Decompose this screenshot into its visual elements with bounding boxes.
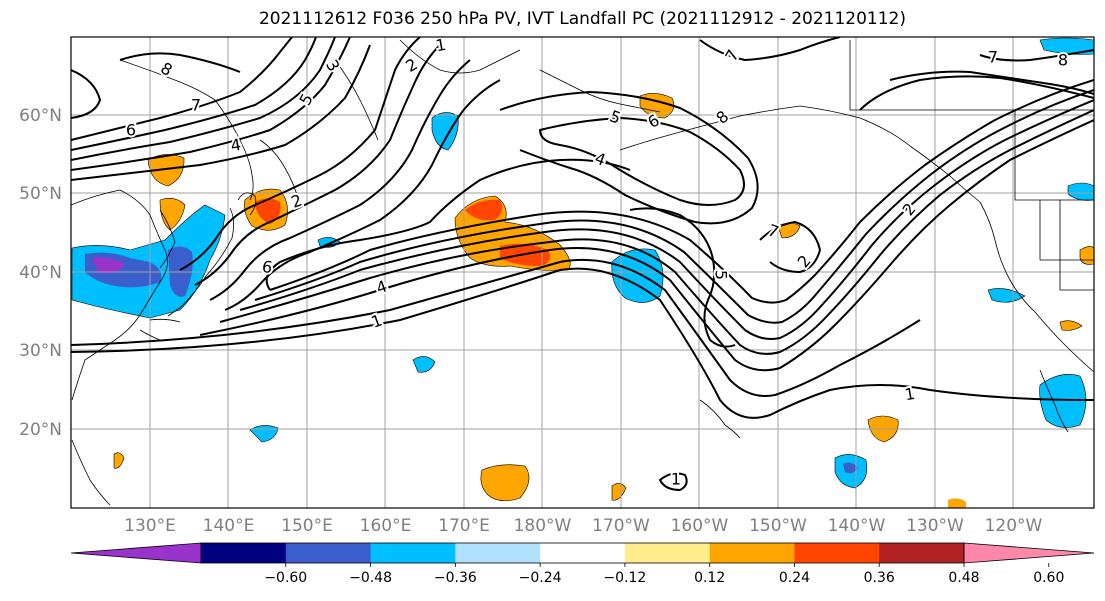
- lon-label: 140°E: [203, 516, 255, 536]
- lon-label: 150°W: [749, 516, 807, 536]
- contour-label: 7: [765, 220, 781, 241]
- anomaly-pos-china2: [159, 198, 186, 231]
- lon-label: 160°W: [671, 516, 729, 536]
- lon-label: 180°W: [514, 516, 572, 536]
- lon-label: 150°E: [281, 516, 333, 536]
- map-frame: [70, 36, 1095, 509]
- anomaly-neg-hawaii-core: [843, 462, 858, 474]
- colorbar-tick-label: 0.36: [864, 570, 895, 586]
- anomaly-pos-small4: [611, 483, 627, 501]
- contour-label: 2: [289, 190, 305, 211]
- colorbar-tick-label: 0.12: [694, 570, 725, 586]
- colorbar-segment: [624, 543, 711, 563]
- gridlines: [71, 37, 1094, 508]
- lon-label: 130°E: [124, 516, 176, 536]
- lon-label: 170°E: [438, 516, 490, 536]
- anomaly-neg-core3: [92, 257, 125, 273]
- anomaly-pos-china: [147, 154, 185, 187]
- colorbar-tick-label: −0.24: [519, 570, 562, 586]
- anomaly-neg-aleutian: [431, 112, 459, 151]
- contour-label: 8: [157, 58, 175, 80]
- colorbar-segment: [709, 543, 795, 563]
- latitude-labels: 60°N 50°N 40°N 30°N 20°N: [19, 106, 62, 440]
- colorbar-tick-label: 0.24: [779, 570, 810, 586]
- colorbar-segment: [879, 543, 965, 563]
- contour-label: 2: [402, 54, 420, 76]
- contour-label: 8: [1058, 51, 1068, 70]
- lon-label: 130°W: [906, 516, 964, 536]
- contour-label: 6: [126, 121, 136, 140]
- lat-label: 50°N: [19, 184, 62, 204]
- colorbar-tick-label: 0.48: [948, 570, 979, 586]
- pv-contours: [71, 37, 1094, 492]
- colorbar-tick-label: −0.60: [264, 570, 307, 586]
- anomaly-pos-small2: [1059, 320, 1083, 331]
- colorbar-extend-high: [963, 542, 1095, 564]
- lat-label: 40°N: [19, 263, 62, 283]
- colorbar-segment: [455, 543, 541, 563]
- map-title: 2021112612 F036 250 hPa PV, IVT Landfall…: [258, 9, 906, 29]
- anomaly-pos-small6: [948, 498, 966, 508]
- anomaly-neg-small3: [987, 288, 1026, 303]
- lon-label: 120°W: [985, 516, 1043, 536]
- anomaly-pos-small3: [1079, 246, 1094, 265]
- lon-label: 170°W: [592, 516, 650, 536]
- colorbar-extend-low: [70, 542, 202, 564]
- anomaly-neg-small4: [1067, 182, 1094, 201]
- anomaly-pos-small5: [113, 452, 125, 469]
- anomaly-neg-baja: [1039, 374, 1087, 428]
- anomaly-pos-dateline-core: [465, 199, 503, 221]
- colorbar-segment: [370, 543, 456, 563]
- lon-label: 140°W: [828, 516, 886, 536]
- colorbar-tick-label: −0.36: [434, 570, 477, 586]
- contour-label: 7: [191, 96, 201, 115]
- anomaly-neg-small1: [249, 425, 279, 443]
- colorbar-frame: [200, 542, 965, 564]
- coastlines: [71, 39, 1094, 506]
- lat-label: 60°N: [19, 106, 62, 126]
- lon-label: 160°E: [360, 516, 412, 536]
- colorbar: −0.60 −0.48 −0.36 −0.24 −0.12 0.12 0.24 0.36 0.4…: [70, 542, 1095, 586]
- shaded-anomalies: [71, 37, 1094, 508]
- colorbar-segment: [540, 543, 626, 563]
- contour-label: 8: [712, 107, 732, 128]
- contour-label: 7: [988, 48, 998, 67]
- anomaly-pos-south: [480, 464, 530, 502]
- contour-label: 5: [712, 270, 731, 280]
- contour-label: 1: [671, 470, 681, 489]
- contour-label: 1: [434, 35, 447, 55]
- colorbar-tick-label: −0.48: [349, 570, 392, 586]
- colorbar-segment: [794, 543, 880, 563]
- colorbar-tick-label: −0.12: [603, 570, 646, 586]
- anomaly-pos-kamchatka-core: [255, 198, 281, 224]
- contour-label: 2: [794, 251, 815, 271]
- lat-label: 20°N: [19, 420, 62, 440]
- anomaly-neg-central: [611, 248, 664, 303]
- colorbar-segment: [285, 543, 372, 563]
- anomaly-neg-small2: [412, 356, 436, 373]
- contour-label: 6: [261, 257, 274, 277]
- contour-label: 1: [369, 310, 385, 331]
- colorbar-tick-label: 0.60: [1033, 570, 1064, 586]
- longitude-labels: 130°E 140°E 150°E 160°E 170°E 180°W 170°W 160°W…: [124, 516, 1042, 536]
- contour-label: 5: [295, 90, 317, 108]
- contour-label: 7: [721, 46, 743, 64]
- lat-label: 30°N: [19, 341, 62, 361]
- colorbar-segment: [201, 543, 287, 563]
- anomaly-neg-small5: [1039, 37, 1094, 55]
- contour-label: 4: [592, 148, 608, 169]
- contour-label: 4: [229, 135, 242, 155]
